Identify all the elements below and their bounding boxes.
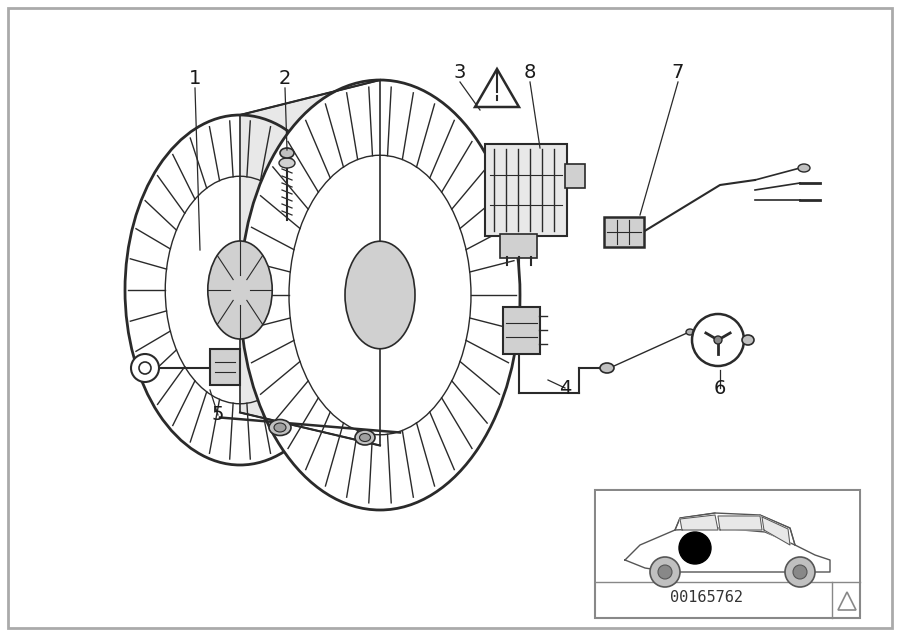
Ellipse shape xyxy=(279,158,295,168)
Polygon shape xyxy=(718,516,762,530)
Text: 8: 8 xyxy=(524,62,536,81)
Text: 3: 3 xyxy=(454,62,466,81)
FancyBboxPatch shape xyxy=(210,349,240,385)
Circle shape xyxy=(679,532,711,564)
Ellipse shape xyxy=(798,164,810,172)
Text: 2: 2 xyxy=(279,69,292,88)
Text: 6: 6 xyxy=(714,378,726,398)
FancyBboxPatch shape xyxy=(500,234,537,258)
Circle shape xyxy=(785,557,815,587)
FancyBboxPatch shape xyxy=(604,217,644,247)
Ellipse shape xyxy=(359,434,371,441)
Circle shape xyxy=(650,557,680,587)
Circle shape xyxy=(714,336,722,344)
Ellipse shape xyxy=(240,80,520,510)
Ellipse shape xyxy=(355,430,375,445)
Ellipse shape xyxy=(686,329,694,335)
Text: 1: 1 xyxy=(189,69,202,88)
Circle shape xyxy=(692,314,744,366)
Text: 5: 5 xyxy=(212,406,224,424)
Polygon shape xyxy=(762,517,790,545)
Polygon shape xyxy=(680,515,718,530)
Bar xyxy=(596,491,859,583)
Ellipse shape xyxy=(125,115,355,465)
Circle shape xyxy=(131,354,159,382)
Circle shape xyxy=(793,565,807,579)
Ellipse shape xyxy=(274,423,286,432)
Ellipse shape xyxy=(208,241,272,339)
Polygon shape xyxy=(475,69,519,107)
Circle shape xyxy=(658,565,672,579)
Bar xyxy=(595,490,860,618)
Ellipse shape xyxy=(280,148,294,158)
FancyBboxPatch shape xyxy=(485,144,567,236)
Ellipse shape xyxy=(345,241,415,349)
Ellipse shape xyxy=(742,335,754,345)
Ellipse shape xyxy=(600,363,614,373)
Polygon shape xyxy=(625,528,830,572)
Polygon shape xyxy=(240,80,380,445)
Text: 00165762: 00165762 xyxy=(670,590,742,605)
FancyBboxPatch shape xyxy=(503,307,540,354)
Text: 7: 7 xyxy=(671,62,684,81)
FancyBboxPatch shape xyxy=(565,164,585,188)
Ellipse shape xyxy=(269,420,291,436)
Text: 4: 4 xyxy=(559,378,572,398)
